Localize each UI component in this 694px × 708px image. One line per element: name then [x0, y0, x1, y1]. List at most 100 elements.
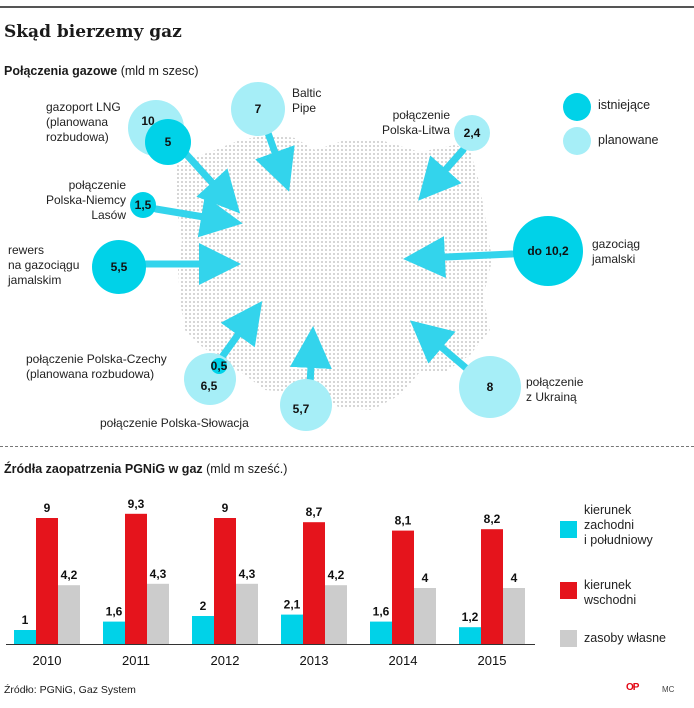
- bar-2013-s0: [281, 614, 303, 644]
- label-lng: gazoport LNG (planowana rozbudowa): [46, 100, 121, 145]
- label-line: Baltic: [292, 86, 322, 100]
- label-line: na gazociągu: [8, 258, 80, 272]
- label-line: Polska-Niemcy: [45, 193, 126, 207]
- label-baltic: Baltic Pipe: [292, 86, 321, 116]
- legend-line: wschodni: [584, 593, 637, 607]
- value-czechy-planned: 6,5: [201, 379, 218, 393]
- value-baltic: 7: [255, 102, 262, 116]
- page-title: Skąd bierzemy gaz: [4, 22, 182, 42]
- supply-bar-chart: 1 9 4,2 2010 1,6 9,3 4,3 2011 2 9 4,3 2012 2,1 8,7 4,2…: [6, 497, 535, 668]
- bar-2012-s0: [192, 616, 214, 644]
- legend-east-swatch: [560, 582, 577, 599]
- label-ukraina: połączenie z Ukrainą: [526, 375, 583, 405]
- bar-2015-s2: [503, 588, 525, 644]
- bar-2014-s2: [414, 588, 436, 644]
- label-line: połączenie: [526, 375, 584, 389]
- label-line: gazoport LNG: [46, 100, 121, 114]
- arrow-baltic: [255, 129, 295, 192]
- map-heading: Połączenia gazowe (mld m szesc): [4, 64, 198, 78]
- bar-value-label: 8,2: [484, 512, 501, 526]
- value-lasow: 1,5: [135, 198, 152, 212]
- section-divider: [0, 446, 694, 447]
- bubble-czechy-existing: [211, 358, 227, 374]
- publisher-logo: OP: [626, 682, 639, 693]
- label-line: z Ukrainą: [526, 390, 577, 404]
- value-ukraina: 8: [487, 380, 494, 394]
- bar-2012-s2: [236, 583, 258, 644]
- bar-2015-s1: [481, 529, 503, 644]
- value-jamal: do 10,2: [527, 244, 569, 258]
- label-line: Polska-Litwa: [381, 123, 450, 137]
- map-heading-title: Połączenia gazowe: [4, 64, 118, 78]
- bubble-ukraina: [459, 356, 521, 418]
- label-line: Lasów: [91, 208, 126, 222]
- bar-value-label: 2,1: [284, 598, 301, 612]
- bar-value-label: 1,6: [106, 605, 123, 619]
- chart-heading: Źródła zaopatrzenia PGNiG w gaz (mld m s…: [4, 462, 287, 476]
- bubble-slowacja: [280, 379, 332, 431]
- bar-value-label: 2: [200, 599, 207, 613]
- bar-value-label: 4,2: [61, 568, 78, 582]
- label-line: połączenie Polska-Czechy: [26, 352, 167, 366]
- bar-value-label: 1,6: [373, 605, 390, 619]
- bar-2014-s1: [392, 530, 414, 644]
- bubble-jamal: [513, 216, 583, 286]
- bar-2013-s1: [303, 522, 325, 644]
- source-note: Źródło: PGNiG, Gaz System: [4, 684, 136, 696]
- bubble-litwa: [454, 115, 490, 151]
- bubble-rewers: [92, 240, 146, 294]
- legend-line: i południowy: [584, 533, 653, 547]
- arrow-slowacja: [289, 326, 332, 389]
- label-line: Pipe: [292, 101, 317, 115]
- bubble-lng-existing: [145, 119, 191, 165]
- x-tick-label: 2014: [389, 653, 418, 668]
- bar-value-label: 1: [22, 613, 29, 627]
- arrow-jamal: [403, 236, 516, 279]
- label-lasow: połączenie Polska-Niemcy Lasów: [26, 178, 126, 223]
- label-slowacja: połączenie Polska-Słowacja: [100, 416, 249, 431]
- value-litwa: 2,4: [464, 126, 481, 140]
- bar-2012-s1: [214, 518, 236, 644]
- bar-value-label: 1,2: [462, 610, 479, 624]
- arrow-lasow: [152, 195, 243, 238]
- bubble-baltic: [231, 82, 285, 136]
- value-rewers: 5,5: [111, 260, 128, 274]
- value-czechy-existing: 0,5: [211, 359, 228, 373]
- bar-value-label: 8,7: [306, 505, 323, 519]
- author-initials: MC: [662, 685, 675, 694]
- label-czechy: połączenie Polska-Czechy (planowana rozb…: [26, 352, 167, 382]
- bar-value-label: 4,3: [150, 567, 167, 581]
- bar-2010-s0: [14, 630, 36, 644]
- legend-west-label: kierunek zachodni i południowy: [584, 503, 653, 548]
- x-tick-label: 2015: [478, 653, 507, 668]
- map-heading-unit: (mld m szesc): [117, 64, 199, 78]
- top-rule: [0, 6, 694, 8]
- legend-line: kierunek: [584, 503, 632, 517]
- bar-value-label: 9: [44, 501, 51, 515]
- legend-line: zasoby własne: [584, 631, 666, 645]
- arrow-ukraina: [409, 320, 470, 372]
- chart-heading-title: Źródła zaopatrzenia PGNiG w gaz: [4, 462, 203, 476]
- label-litwa: połączenie Polska-Litwa: [370, 108, 450, 138]
- legend-planned-swatch: [563, 127, 591, 155]
- bar-2014-s0: [370, 621, 392, 644]
- label-line: (planowana rozbudowa): [26, 367, 155, 381]
- arrow-czechy: [218, 300, 263, 361]
- legend-own-label: zasoby własne: [584, 631, 666, 646]
- legend-existing-label: istniejące: [598, 98, 651, 112]
- label-jamal: gazociąg jamalski: [592, 237, 640, 267]
- value-lng-existing: 5: [165, 135, 172, 149]
- x-tick-label: 2010: [33, 653, 62, 668]
- bar-value-label: 9,3: [128, 497, 145, 511]
- label-line: połączenie: [392, 108, 450, 122]
- bar-2011-s1: [125, 513, 147, 644]
- x-tick-label: 2011: [122, 653, 150, 668]
- label-line: rozbudowa): [46, 130, 109, 144]
- legend-line: kierunek: [584, 578, 632, 592]
- bar-value-label: 4: [511, 571, 518, 585]
- legend-west-swatch: [560, 521, 577, 538]
- bar-value-label: 8,1: [395, 514, 412, 528]
- label-line: jamalskim: [8, 273, 62, 287]
- chart-heading-unit: (mld m sześć.): [202, 462, 288, 476]
- label-line: połączenie Polska-Słowacja: [100, 416, 249, 430]
